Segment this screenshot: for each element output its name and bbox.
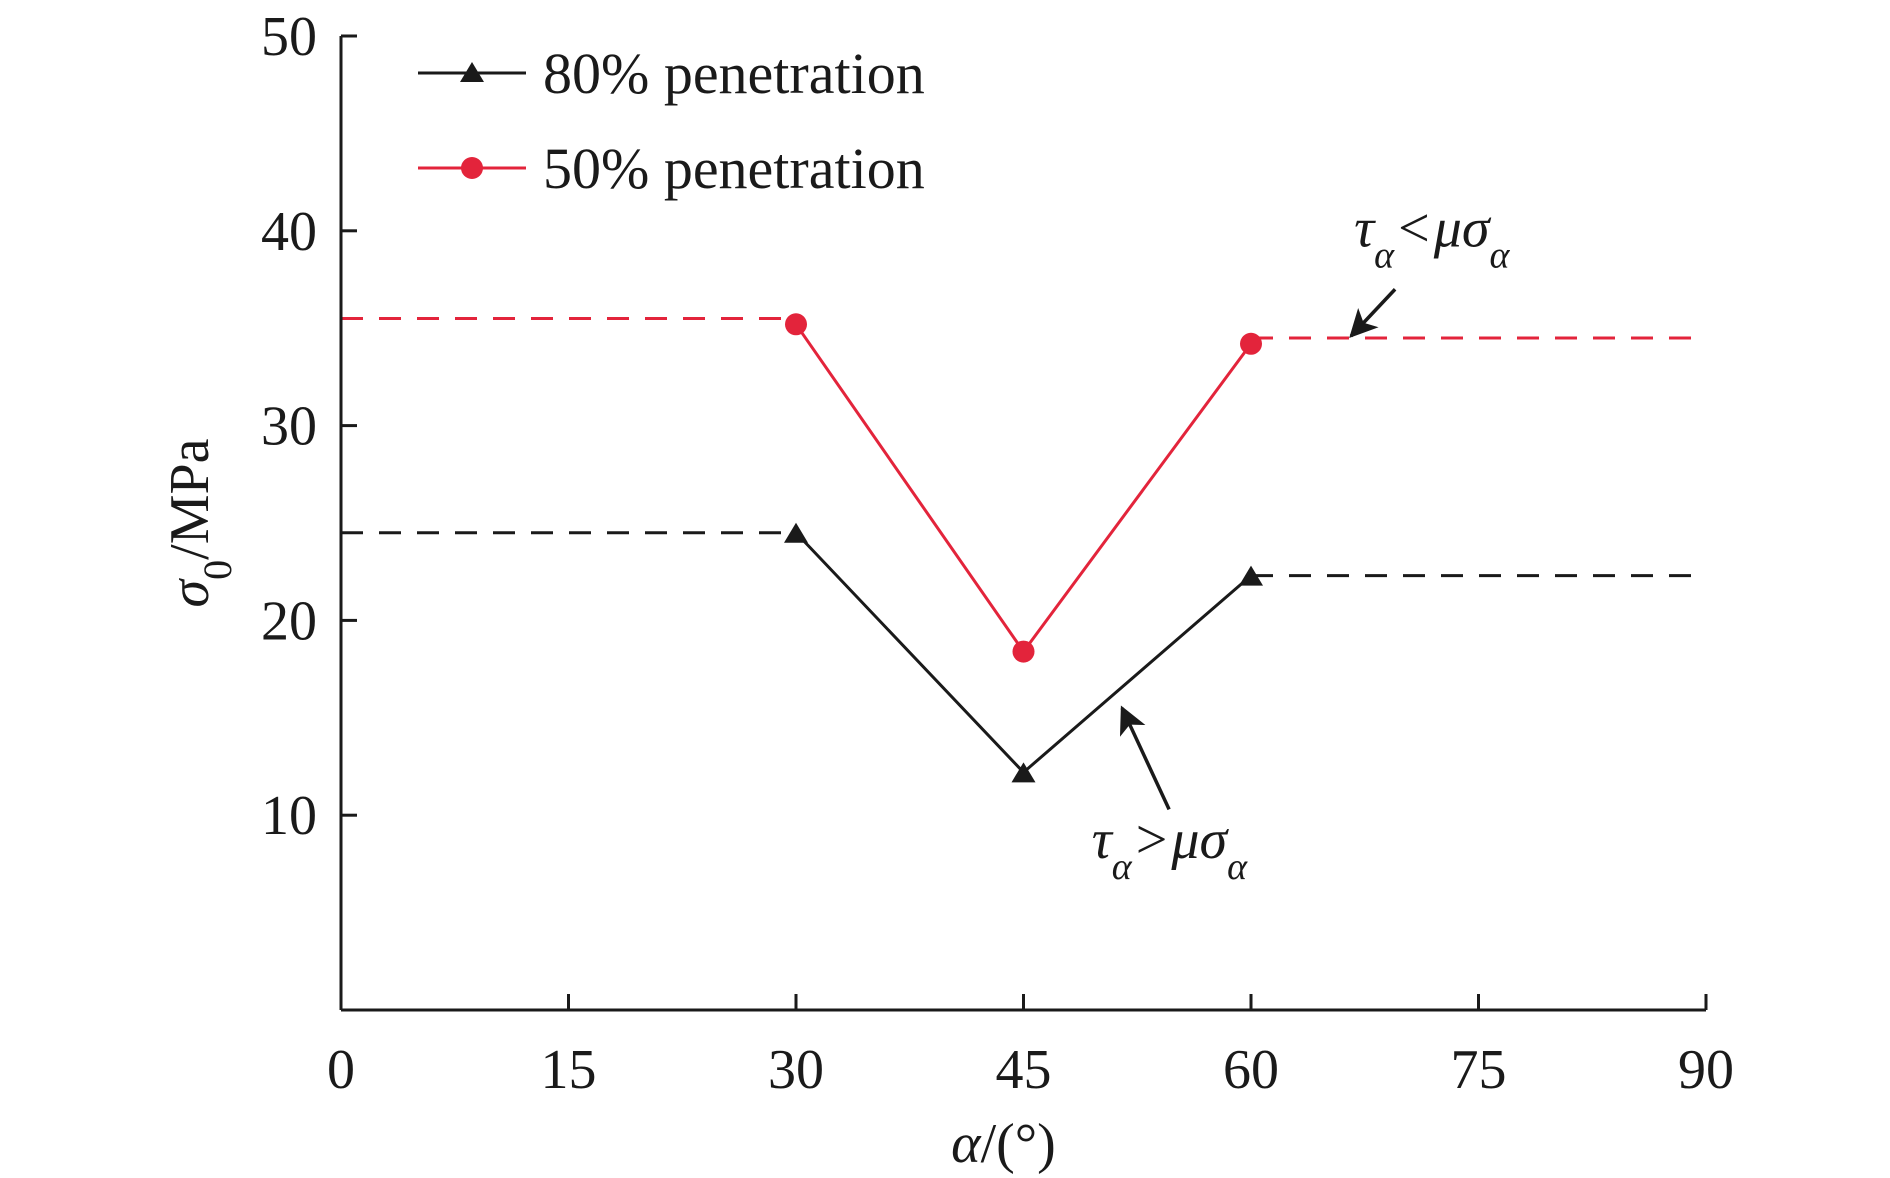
annotation-sub2-upper: α (1489, 234, 1510, 276)
plateau-lines (341, 316, 1706, 578)
legend-label-0: 80% penetration (543, 41, 925, 106)
annotation-arrow-upper (1349, 288, 1397, 339)
y-axis-title-subscript: 0 (195, 560, 240, 580)
y-tick-label-10: 10 (261, 785, 317, 847)
annotation-sub2-lower: α (1227, 846, 1248, 888)
y-tick-label-30: 30 (261, 396, 317, 458)
series-lines (794, 323, 1253, 775)
legend-marker-0 (460, 62, 484, 82)
annotation-text-upper: τα<μσα (1354, 197, 1510, 276)
x-axis-title-symbol: α (951, 1113, 982, 1175)
x-tick-label-90: 90 (1678, 1039, 1734, 1101)
legend-marker-1 (461, 157, 483, 179)
annotation-sub1-upper: α (1374, 234, 1395, 276)
x-tick-label-60: 60 (1223, 1039, 1279, 1101)
x-tick-label-15: 15 (541, 1039, 597, 1101)
legend-label-1: 50% penetration (543, 136, 925, 201)
series-markers (784, 313, 1263, 783)
point-series-1-2 (1240, 332, 1262, 355)
annotation-musigma-upper: μσ (1433, 197, 1492, 259)
annotation-musigma-lower: μσ (1170, 809, 1229, 871)
y-axis-title-symbol: σ (159, 577, 221, 607)
x-tick-label-75: 75 (1451, 1039, 1507, 1101)
x-tick-label-30: 30 (768, 1039, 824, 1101)
point-series-1-1 (1012, 640, 1035, 663)
annotation-sub1-lower: α (1112, 846, 1133, 888)
y-axis-title-unit: /MPa (159, 438, 221, 559)
point-series-0-0 (784, 522, 808, 543)
x-tick-label-0: 0 (327, 1039, 355, 1101)
y-tick-label-50: 50 (261, 6, 317, 68)
point-series-0-1 (1011, 762, 1036, 783)
y-axis-title: σ0/MPa (159, 438, 240, 607)
annotation-text-lower: τα>μσα (1092, 809, 1248, 888)
point-series-0-2 (1239, 565, 1263, 586)
y-tick-label-20: 20 (261, 590, 317, 652)
x-axis-title-unit: /(°) (981, 1113, 1056, 1175)
point-series-1-0 (785, 313, 807, 336)
annotation-arrow-lower (1119, 705, 1171, 811)
y-tick-label-40: 40 (261, 201, 317, 263)
x-tick-label-45: 45 (996, 1039, 1052, 1101)
annotation-rel-upper: < (1398, 197, 1430, 259)
x-axis-title: α/(°) (951, 1113, 1056, 1175)
annotation-rel-lower: > (1136, 809, 1168, 871)
legend: 80% penetration 50% penetration (418, 41, 925, 201)
annotation-tau-upper: τ (1354, 197, 1376, 259)
annotation-tau-lower: τ (1092, 809, 1114, 871)
